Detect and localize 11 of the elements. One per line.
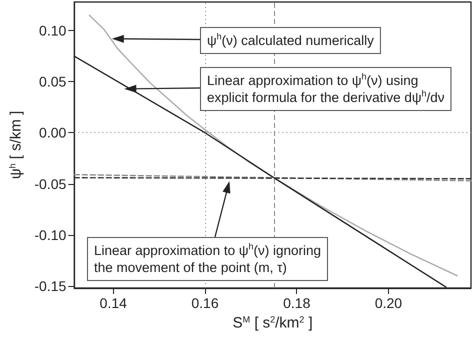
y-axis-title: ψh [ s/km ] bbox=[8, 110, 24, 180]
x-tick-label: 0.18 bbox=[283, 295, 311, 311]
x-tick-label: 0.16 bbox=[191, 295, 219, 311]
y-tick-label: 0.00 bbox=[39, 124, 67, 141]
y-tick-label: -0.15 bbox=[34, 278, 67, 294]
x-tick-label: 0.14 bbox=[100, 295, 128, 311]
y-tick-label: -0.05 bbox=[34, 176, 67, 192]
y-tick-label: 0.10 bbox=[39, 22, 67, 39]
y-tick-label: 0.05 bbox=[39, 74, 67, 90]
y-tick-label: -0.10 bbox=[34, 226, 67, 243]
x-tick-label: 0.20 bbox=[374, 295, 402, 311]
